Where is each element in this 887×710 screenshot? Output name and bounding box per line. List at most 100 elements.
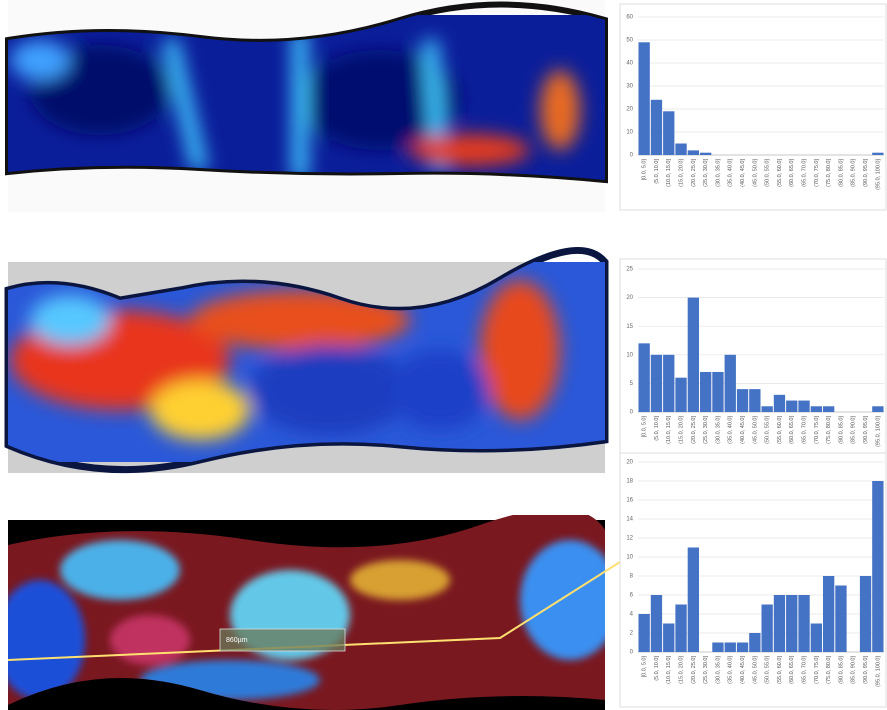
bar — [872, 153, 883, 155]
x-tick-label: (55.0, 60.0] — [777, 159, 783, 187]
x-tick-label: (20.0, 25.0] — [691, 416, 697, 444]
bar — [700, 153, 711, 155]
bar — [786, 401, 797, 412]
x-tick-label: (45.0, 50.0] — [752, 656, 758, 684]
x-tick-label: (70.0, 75.0] — [814, 656, 820, 684]
bar — [749, 633, 760, 652]
bar — [811, 406, 822, 412]
y-tick-label: 14 — [626, 517, 633, 523]
bar — [675, 378, 686, 412]
x-tick-label: (85.0, 90.0] — [851, 416, 857, 444]
x-tick-label: (55.0, 60.0] — [777, 416, 783, 444]
figure: 860µm 0102030405060[0.0, 5.0](5.0, 10.0]… — [0, 0, 887, 710]
x-tick-label: (40.0, 45.0] — [740, 416, 746, 444]
x-tick-label: (80.0, 85.0] — [838, 416, 844, 444]
x-tick-label: (90.0, 95.0] — [863, 656, 869, 684]
y-tick-label: 30 — [626, 84, 633, 90]
x-tick-label: (40.0, 45.0] — [740, 159, 746, 187]
bar — [651, 100, 662, 155]
x-tick-label: (85.0, 90.0] — [851, 656, 857, 684]
bar — [651, 595, 662, 652]
bar — [675, 605, 686, 653]
x-tick-label: (95.0, 100.0] — [875, 416, 881, 447]
y-tick-label: 10 — [626, 352, 633, 358]
x-tick-label: (35.0, 40.0] — [728, 159, 734, 187]
x-tick-label: (85.0, 90.0] — [851, 159, 857, 187]
bar — [811, 624, 822, 653]
bar — [712, 372, 723, 412]
x-tick-label: (75.0, 80.0] — [826, 416, 832, 444]
y-tick-label: 25 — [626, 267, 633, 273]
heatmap-image — [8, 0, 605, 212]
x-tick-label: (90.0, 95.0] — [863, 416, 869, 444]
x-tick-label: (40.0, 45.0] — [740, 656, 746, 684]
x-tick-label: (20.0, 25.0] — [691, 656, 697, 684]
x-tick-label: (50.0, 55.0] — [765, 656, 771, 684]
bar — [688, 548, 699, 653]
x-tick-label: (10.0, 15.0] — [666, 416, 672, 444]
bar — [761, 605, 772, 653]
x-tick-label: (15.0, 20.0] — [679, 416, 685, 444]
x-tick-label: (95.0, 100.0] — [875, 656, 881, 687]
bar — [725, 643, 736, 653]
x-tick-label: [0.0, 5.0] — [642, 416, 648, 438]
bar — [737, 643, 748, 653]
bar — [700, 372, 711, 412]
x-tick-label: (60.0, 65.0] — [789, 416, 795, 444]
y-tick-label: 50 — [626, 38, 633, 44]
bar — [798, 401, 809, 412]
x-tick-label: (45.0, 50.0] — [752, 159, 758, 187]
x-tick-label: (5.0, 10.0] — [654, 159, 660, 184]
bar — [712, 643, 723, 653]
x-tick-label: (80.0, 85.0] — [838, 159, 844, 187]
y-tick-label: 10 — [626, 130, 633, 136]
x-tick-label: (5.0, 10.0] — [654, 416, 660, 441]
bar — [823, 576, 834, 652]
bar — [749, 389, 760, 412]
bar — [872, 406, 883, 412]
bar — [774, 595, 785, 652]
x-tick-label: (35.0, 40.0] — [728, 656, 734, 684]
x-tick-label: (50.0, 55.0] — [765, 416, 771, 444]
x-tick-label: (90.0, 95.0] — [863, 159, 869, 187]
y-tick-label: 15 — [626, 324, 633, 330]
x-tick-label: (70.0, 75.0] — [814, 416, 820, 444]
bar — [835, 586, 846, 653]
bar — [860, 576, 871, 652]
bar — [663, 355, 674, 412]
x-tick-label: (25.0, 30.0] — [703, 159, 709, 187]
x-tick-label: (75.0, 80.0] — [826, 159, 832, 187]
y-tick-label: 20 — [626, 107, 633, 113]
y-tick-label: 20 — [626, 460, 633, 466]
x-tick-label: (15.0, 20.0] — [679, 159, 685, 187]
scale-bar-label: 860µm — [226, 637, 248, 644]
bar — [663, 111, 674, 155]
x-tick-label: (30.0, 35.0] — [715, 159, 721, 187]
x-tick-label: (10.0, 15.0] — [666, 656, 672, 684]
bar — [638, 614, 649, 652]
x-tick-label: (25.0, 30.0] — [703, 416, 709, 444]
bar — [638, 42, 649, 155]
y-tick-label: 20 — [626, 295, 633, 301]
heatmap-image: 860µm — [0, 515, 620, 710]
x-tick-label: (55.0, 60.0] — [777, 656, 783, 684]
x-tick-label: (25.0, 30.0] — [703, 656, 709, 684]
y-tick-label: 16 — [626, 498, 633, 504]
x-tick-label: [0.0, 5.0] — [642, 159, 648, 181]
x-tick-label: [0.0, 5.0] — [642, 656, 648, 678]
x-tick-label: (70.0, 75.0] — [814, 159, 820, 187]
bar — [688, 298, 699, 412]
x-tick-label: (60.0, 65.0] — [789, 159, 795, 187]
x-tick-label: (95.0, 100.0] — [875, 159, 881, 190]
x-tick-label: (5.0, 10.0] — [654, 656, 660, 681]
x-tick-label: (50.0, 55.0] — [765, 159, 771, 187]
y-tick-label: 60 — [626, 15, 633, 21]
x-tick-label: (65.0, 70.0] — [802, 416, 808, 444]
bar — [774, 395, 785, 412]
x-tick-label: (10.0, 15.0] — [666, 159, 672, 187]
bar — [638, 343, 649, 412]
x-tick-label: (65.0, 70.0] — [802, 159, 808, 187]
bar — [737, 389, 748, 412]
bar — [786, 595, 797, 652]
bar — [823, 406, 834, 412]
